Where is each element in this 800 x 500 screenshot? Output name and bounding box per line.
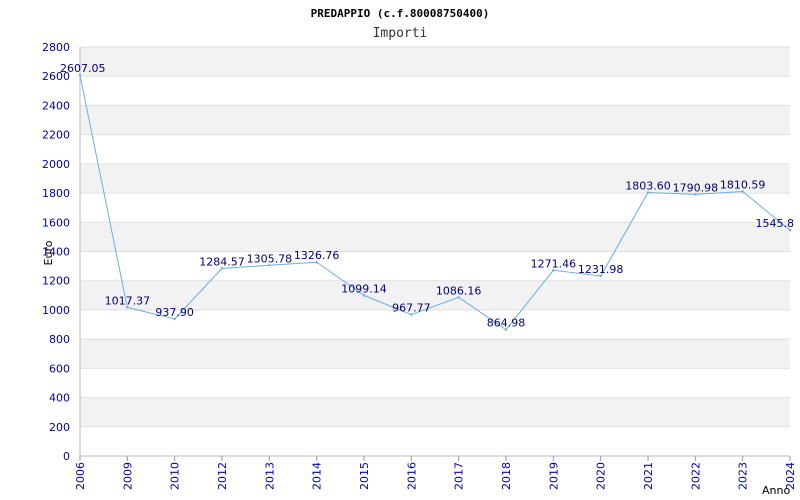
data-label: 1810.59 — [720, 179, 766, 192]
data-point — [173, 317, 176, 321]
x-tick-label: 2017 — [453, 462, 466, 490]
data-label: 2607.05 — [60, 62, 106, 75]
data-point — [504, 328, 508, 331]
grid-band — [80, 280, 790, 310]
grid-band — [80, 339, 790, 369]
data-point — [362, 294, 366, 297]
y-tick-label: 2400 — [42, 99, 70, 112]
x-tick-label: 2015 — [358, 462, 371, 490]
data-label: 1803.60 — [625, 180, 671, 193]
x-tick-label: 2021 — [642, 462, 655, 490]
series-line-group — [78, 73, 792, 331]
y-tick-label: 1200 — [42, 275, 70, 288]
grid-band — [80, 397, 790, 427]
grid-bands — [80, 47, 790, 427]
y-tick-label: 2200 — [42, 129, 70, 142]
y-tick-labels: 0 200 400 600 800 1000 1200 1400 1600 1800 2000 220… — [42, 41, 70, 463]
x-tick-label: 2024 — [784, 462, 797, 490]
data-point — [410, 313, 413, 316]
data-label: 1086.16 — [436, 284, 482, 297]
x-tick-label: 2016 — [405, 462, 418, 490]
x-tick-label: 2022 — [689, 462, 702, 490]
x-tick-labels: 2006 2009 2010 2012 2013 2014 2015 2016 2017 2018… — [74, 462, 797, 490]
y-tick-label: 0 — [63, 450, 70, 463]
data-label: 967.77 — [392, 302, 431, 315]
data-point — [694, 193, 697, 196]
x-tick-label: 2009 — [121, 462, 134, 490]
data-point — [220, 267, 224, 270]
series-line — [79, 75, 791, 331]
y-tick-label: 1800 — [42, 187, 70, 200]
y-tick-label: 2000 — [42, 158, 70, 171]
data-point — [599, 274, 602, 278]
x-tick-label: 2023 — [737, 462, 750, 490]
x-tick-label: 2006 — [74, 462, 87, 490]
axes — [79, 47, 791, 461]
chart-title: PREDAPPIO (c.f.80008750400) — [311, 7, 490, 20]
x-axis-label: Anno — [762, 484, 790, 497]
data-point — [788, 229, 792, 232]
data-label: 1326.76 — [294, 249, 340, 262]
chart-subtitle: Importi — [373, 26, 428, 41]
y-axis-label: Euro — [42, 240, 55, 265]
grid-lines — [80, 46, 790, 457]
data-point — [268, 264, 271, 267]
data-label: 1545.8 — [756, 217, 795, 230]
data-label: 937.90 — [155, 306, 194, 319]
x-tick-label: 2012 — [216, 462, 229, 490]
data-point — [552, 269, 555, 272]
x-tick-label: 2014 — [311, 462, 324, 490]
data-point — [741, 190, 744, 193]
y-tick-label: 1600 — [42, 216, 70, 229]
data-label: 1099.14 — [341, 282, 387, 295]
data-label: 1284.57 — [199, 255, 245, 268]
y-tick-label: 2800 — [42, 41, 70, 54]
x-tick-label: 2020 — [595, 462, 608, 490]
data-point — [78, 73, 82, 77]
y-tick-label: 600 — [49, 362, 70, 375]
x-tick-label: 2013 — [263, 462, 276, 490]
data-label: 1017.37 — [105, 294, 151, 307]
x-tick-label: 2018 — [500, 462, 513, 490]
data-point — [646, 191, 650, 194]
data-point — [457, 296, 460, 299]
data-label: 1790.98 — [673, 181, 719, 194]
data-label: 1305.78 — [247, 252, 293, 265]
data-point — [315, 260, 318, 264]
y-tick-label: 200 — [49, 421, 70, 434]
data-label: 1271.46 — [531, 257, 577, 270]
data-label: 1231.98 — [578, 263, 624, 276]
grid-band — [80, 163, 790, 194]
grid-band — [80, 105, 790, 135]
y-tick-label: 400 — [49, 392, 70, 405]
y-tick-label: 2600 — [42, 70, 70, 83]
x-tick-label: 2019 — [547, 462, 560, 490]
y-tick-label: 1400 — [42, 246, 70, 259]
data-point — [126, 306, 129, 309]
x-tick-label: 2010 — [169, 462, 182, 490]
y-tick-label: 800 — [49, 333, 70, 346]
data-label: 864.98 — [487, 317, 526, 330]
grid-band — [80, 222, 790, 252]
y-tick-label: 1000 — [42, 304, 70, 317]
data-labels: 2607.05 1017.37 937.90 1284.57 1305.78 1326.7… — [60, 62, 794, 329]
grid-band — [80, 47, 790, 77]
